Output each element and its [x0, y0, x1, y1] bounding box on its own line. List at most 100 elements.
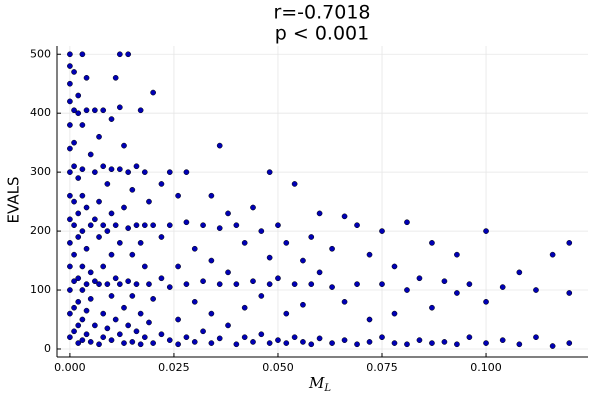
point	[108, 116, 115, 122]
point	[79, 192, 86, 199]
point	[121, 304, 127, 311]
point	[112, 222, 119, 229]
point	[79, 316, 86, 323]
point	[75, 234, 82, 240]
point	[67, 216, 73, 223]
point	[116, 281, 123, 287]
x-tick-label: 0.050	[262, 361, 294, 374]
point	[379, 281, 385, 287]
point	[466, 281, 473, 287]
point	[300, 257, 306, 264]
point	[316, 269, 323, 276]
point	[96, 133, 102, 140]
y-axis-label: EVALS	[5, 177, 23, 224]
point	[71, 139, 77, 146]
point	[67, 80, 73, 87]
point	[150, 296, 156, 302]
point	[67, 51, 73, 58]
point	[566, 340, 573, 346]
point	[71, 251, 77, 258]
point	[75, 340, 82, 346]
point	[71, 328, 77, 335]
point	[549, 343, 556, 349]
point	[75, 92, 82, 99]
x-axis-label: ML	[308, 374, 331, 394]
point	[166, 337, 173, 343]
point	[216, 225, 223, 231]
point	[291, 281, 298, 287]
point	[175, 316, 181, 323]
point	[112, 74, 119, 81]
point	[100, 310, 107, 317]
point	[379, 334, 385, 341]
point	[133, 163, 140, 170]
point	[300, 339, 306, 345]
point	[108, 337, 115, 343]
point	[79, 122, 86, 128]
point	[516, 341, 523, 348]
point	[71, 198, 77, 205]
point	[200, 328, 206, 335]
point	[208, 192, 215, 199]
y-tick-label: 500	[30, 47, 51, 60]
point	[87, 151, 94, 158]
point	[83, 204, 90, 211]
point	[71, 304, 77, 311]
point	[241, 334, 248, 341]
point	[233, 341, 240, 348]
chart-title: r=-0.7018	[273, 2, 370, 24]
y-tick-label: 400	[30, 106, 51, 119]
point	[71, 69, 77, 75]
point	[87, 296, 94, 302]
point	[225, 322, 231, 329]
point	[150, 222, 156, 229]
point	[125, 322, 132, 329]
x-tick-label: 0.075	[366, 361, 398, 374]
point	[150, 340, 156, 346]
point	[454, 341, 460, 348]
point	[200, 222, 206, 229]
point	[366, 339, 373, 345]
point	[266, 340, 273, 346]
point	[300, 301, 306, 308]
point	[483, 228, 489, 234]
point	[391, 263, 398, 270]
point	[133, 222, 140, 229]
point	[533, 287, 539, 293]
point	[112, 275, 119, 282]
point	[416, 337, 423, 343]
point	[67, 287, 73, 293]
point	[108, 293, 115, 299]
point	[141, 222, 148, 229]
point	[108, 210, 115, 217]
point	[121, 204, 127, 211]
point	[87, 339, 94, 345]
point	[100, 222, 107, 229]
point	[116, 331, 123, 338]
point	[175, 341, 181, 348]
point	[566, 240, 573, 246]
point	[533, 334, 539, 341]
x-tick-label: 0.025	[158, 361, 190, 374]
point	[121, 340, 127, 346]
point	[104, 325, 111, 332]
point	[549, 251, 556, 258]
point	[67, 310, 73, 317]
point	[92, 107, 98, 114]
point	[129, 339, 136, 345]
point	[71, 163, 77, 170]
point	[79, 51, 86, 58]
point	[129, 251, 136, 258]
point	[341, 337, 348, 343]
point	[191, 245, 198, 252]
point	[366, 316, 373, 323]
point	[166, 169, 173, 175]
point	[566, 290, 573, 296]
point	[75, 210, 82, 217]
point	[454, 251, 460, 258]
point	[137, 310, 144, 317]
point	[141, 169, 148, 175]
point	[200, 278, 206, 285]
point	[158, 234, 165, 240]
point	[141, 334, 148, 341]
